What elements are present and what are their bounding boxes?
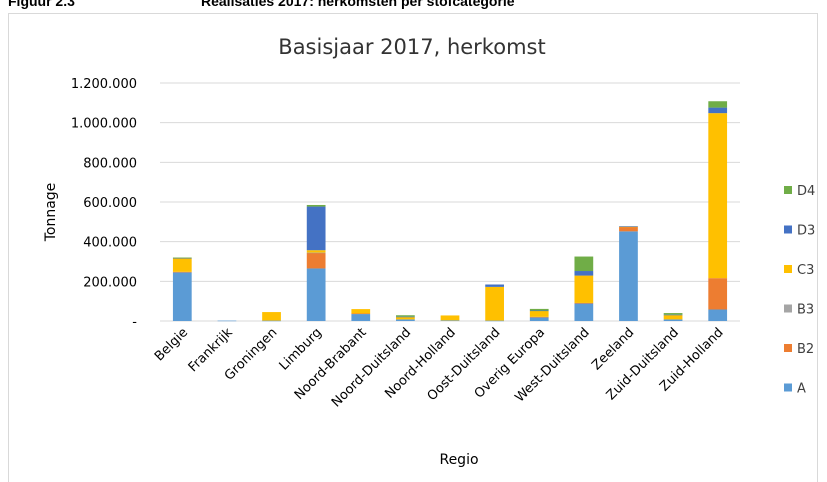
bar-segment xyxy=(529,310,549,312)
bar-segment xyxy=(351,313,371,315)
y-axis-ticks: - 200.000 400.000 600.000 800.000 1.000.000 1.… xyxy=(71,77,137,330)
legend-swatch xyxy=(784,265,792,273)
bar-segment xyxy=(619,226,638,228)
bar-segment xyxy=(396,315,415,317)
bar-segment xyxy=(396,317,415,320)
x-axis-label: Regio xyxy=(439,452,478,468)
figure-number: Figuur 2.3 xyxy=(8,0,75,9)
y-tick-label: 200.000 xyxy=(83,275,137,290)
chart-frame xyxy=(8,13,818,482)
bar-segment xyxy=(396,319,415,321)
bar-segment xyxy=(708,113,728,279)
bar-segment xyxy=(440,315,460,321)
x-tick-label: Belgie xyxy=(152,325,191,364)
legend-label: B3 xyxy=(797,303,814,318)
bar-segment xyxy=(172,258,192,272)
bar-segment xyxy=(574,303,594,321)
bar-segment xyxy=(485,286,504,321)
bar-segment xyxy=(172,257,192,259)
bar-segment xyxy=(306,252,326,254)
y-tick-label: 600.000 xyxy=(83,196,137,211)
bar-segment xyxy=(485,284,504,287)
bar-segment xyxy=(262,312,281,321)
bars xyxy=(172,101,728,322)
bar-segment xyxy=(351,314,371,321)
figure-title: Realisaties 2017: herkomsten per stofcat… xyxy=(201,0,515,9)
y-axis-label: Tonnage xyxy=(43,183,59,243)
chart-title: Basisjaar 2017, herkomst xyxy=(278,35,545,59)
y-tick-label: - xyxy=(132,315,137,330)
legend-label: B2 xyxy=(797,342,814,357)
bar-segment xyxy=(663,319,683,321)
bar-segment xyxy=(306,268,326,321)
bar-segment xyxy=(663,314,683,316)
gridlines xyxy=(160,82,740,322)
figure-caption: Figuur 2.3 Realisaties 2017: herkomsten … xyxy=(0,0,827,11)
bar-segment xyxy=(529,308,549,311)
x-axis-ticks: BelgieFrankrijkGroningenLimburgNoord-Bra… xyxy=(152,325,727,411)
legend-label: D3 xyxy=(797,224,815,239)
bar-segment xyxy=(306,206,326,251)
legend-swatch xyxy=(784,344,792,352)
bar-segment xyxy=(529,316,549,318)
bar-segment xyxy=(306,204,326,207)
bar-segment xyxy=(574,275,594,303)
y-tick-label: 800.000 xyxy=(83,156,137,171)
bar-segment xyxy=(708,309,728,321)
bar-segment xyxy=(440,320,460,322)
bar-segment xyxy=(708,278,728,310)
bar-segment xyxy=(574,256,594,272)
legend-label: D4 xyxy=(797,184,815,199)
bar-segment xyxy=(574,271,594,276)
bar-segment xyxy=(485,320,504,322)
bar-segment xyxy=(306,250,326,253)
bar-segment xyxy=(708,107,728,114)
bar-segment xyxy=(663,315,683,320)
bar-segment xyxy=(217,320,237,322)
bar-segment xyxy=(172,271,192,273)
x-tick-label: Noord-Duitsland xyxy=(329,325,414,410)
bar-segment xyxy=(663,313,683,315)
legend-swatch xyxy=(784,383,792,392)
bar-segment xyxy=(529,317,549,321)
y-tick-label: 1.200.000 xyxy=(71,77,137,92)
bar-segment xyxy=(708,101,728,108)
bar-segment xyxy=(351,309,371,314)
bar-segment xyxy=(619,231,638,321)
legend-swatch xyxy=(784,304,792,313)
bar-segment xyxy=(306,252,326,269)
y-tick-label: 400.000 xyxy=(83,236,137,251)
bar-segment xyxy=(172,257,192,259)
y-tick-label: 1.000.000 xyxy=(71,117,137,132)
bar-segment xyxy=(619,226,638,227)
bar-segment xyxy=(172,272,192,321)
bar-segment xyxy=(619,226,638,232)
bar-segment xyxy=(529,310,549,317)
legend: D4 D3 C3 B3 B2 A xyxy=(784,184,815,397)
bar-segment xyxy=(262,320,281,322)
legend-label: A xyxy=(797,382,806,397)
legend-label: C3 xyxy=(797,263,814,278)
bar-segment xyxy=(396,316,415,318)
legend-swatch xyxy=(784,186,792,194)
legend-swatch xyxy=(784,225,792,234)
bar-segment xyxy=(574,302,594,304)
